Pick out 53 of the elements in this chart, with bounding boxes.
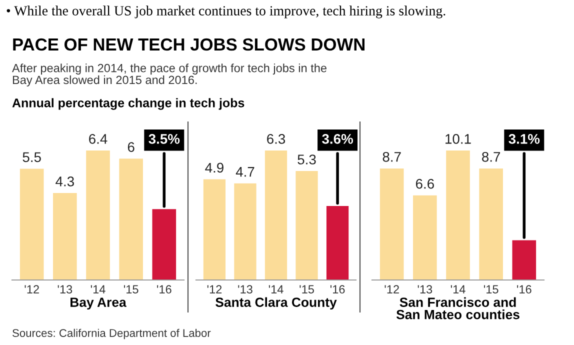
data-label: 4.7 (236, 167, 254, 177)
x-tick-label: '13 (58, 285, 72, 294)
data-label: 6.3 (267, 134, 286, 144)
text: Annual percentage change in tech jobs (12, 98, 244, 110)
bar (86, 150, 110, 280)
x-tick-label: '16 (157, 285, 172, 294)
x-tick-label: '14 (268, 285, 284, 294)
x-tick-label: '14 (90, 285, 106, 294)
bar (296, 171, 318, 280)
bar (119, 158, 143, 280)
x-tick-label: '12 (384, 285, 399, 294)
x-tick-label: '13 (418, 285, 432, 294)
bar (234, 183, 256, 280)
bar (152, 209, 176, 280)
bar (326, 206, 349, 280)
bar (446, 150, 470, 280)
data-label: 8.7 (482, 152, 500, 162)
x-tick-label: '12 (24, 285, 39, 294)
data-label: 5.3 (298, 154, 316, 164)
bar (479, 168, 503, 280)
data-label: 5.5 (22, 152, 41, 162)
bar (413, 195, 437, 280)
bar (53, 192, 77, 280)
data-label: 10.1 (446, 134, 471, 144)
bar (264, 150, 288, 280)
x-axis-title: San Francisco and San Mateo counties (396, 297, 520, 320)
bar (380, 168, 404, 280)
data-label: 8.7 (382, 152, 401, 162)
x-tick-label: '15 (300, 285, 314, 294)
x-tick-label: '16 (330, 285, 345, 294)
bar (203, 179, 226, 280)
x-tick-label: '15 (124, 285, 138, 294)
x-axis-title: Santa Clara County (216, 297, 337, 310)
source-note: Sources: California Department of Labor (12, 328, 211, 340)
x-tick-label: '16 (517, 285, 532, 294)
data-label: 3.6% (322, 134, 353, 144)
chart-title: PACE OF NEW TECH JOBS SLOWS DOWN (13, 38, 364, 51)
data-label: 6.6 (416, 178, 434, 189)
data-label: 4.3 (56, 176, 74, 186)
data-label: 4.9 (205, 162, 224, 173)
x-tick-label: '12 (207, 285, 222, 294)
x-tick-label: '15 (484, 285, 498, 294)
bar (20, 168, 44, 280)
data-label: 6 (128, 142, 134, 152)
data-label: 6.4 (89, 134, 108, 144)
text: • While the overall US job market continues to improve, tech hiring is slowing. (6, 6, 446, 18)
x-tick-label: '14 (450, 285, 466, 294)
x-axis-title: Bay Area (70, 298, 126, 310)
data-label: 3.5% (148, 134, 180, 144)
bar (512, 240, 536, 280)
data-label: 3.1% (508, 134, 540, 144)
x-tick-label: '13 (238, 285, 252, 294)
chart-subtitle: After peaking in 2014, the pace of growth for tech jobs in the Bay Area slowed in 2015 and 2016. (12, 64, 326, 86)
